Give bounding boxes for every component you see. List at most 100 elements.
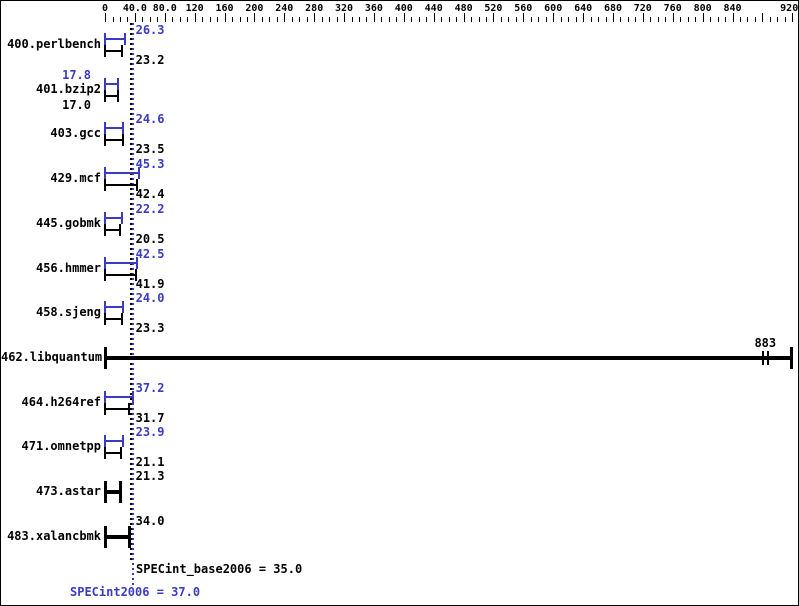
peak-bar-line bbox=[105, 261, 137, 264]
axis-minor-tick bbox=[246, 17, 248, 22]
axis-major-tick bbox=[373, 13, 375, 22]
axis-minor-tick bbox=[598, 17, 599, 22]
axis-minor-tick bbox=[336, 17, 338, 22]
value-label: 34.0 bbox=[135, 513, 165, 528]
peak-bar-line bbox=[105, 82, 119, 85]
axis-minor-tick bbox=[172, 17, 174, 22]
base-value-label: 42.4 bbox=[135, 187, 165, 202]
peak-bar-cap bbox=[120, 211, 123, 224]
bar-cap bbox=[118, 481, 122, 503]
axis-major-tick bbox=[194, 13, 196, 22]
axis-tick-label: 840 bbox=[723, 3, 742, 14]
peak-bar-line bbox=[105, 395, 133, 398]
bar-cap bbox=[104, 481, 107, 503]
bar-cap bbox=[790, 346, 794, 369]
axis-minor-tick bbox=[209, 17, 211, 22]
base-bar-cap bbox=[104, 268, 106, 281]
axis-major-tick bbox=[134, 13, 136, 22]
peak-bar-cap bbox=[104, 390, 106, 403]
axis-tick-label: 400 bbox=[394, 3, 413, 14]
axis-minor-tick bbox=[217, 17, 219, 22]
peak-bar-cap bbox=[104, 435, 106, 448]
axis-minor-tick bbox=[769, 17, 771, 22]
peak-bar-cap bbox=[104, 301, 106, 314]
peak-bar-cap bbox=[137, 167, 140, 180]
peak-bar-cap bbox=[104, 122, 106, 135]
base-value-label: 17.0 bbox=[62, 97, 91, 112]
base-value-label: 21.1 bbox=[135, 455, 165, 470]
axis-minor-tick bbox=[127, 17, 129, 22]
peak-bar-line bbox=[105, 127, 124, 130]
base-bar-cap bbox=[135, 268, 138, 281]
axis-minor-tick bbox=[530, 17, 532, 22]
axis-major-tick bbox=[433, 13, 435, 22]
axis-minor-tick bbox=[635, 17, 637, 22]
axis-minor-tick bbox=[299, 17, 301, 22]
base-bar-cap bbox=[104, 89, 106, 102]
axis-tick-label: 720 bbox=[633, 3, 652, 14]
base-bar-cap bbox=[104, 402, 106, 415]
peak-bar-cap bbox=[122, 122, 125, 135]
run-tick bbox=[766, 350, 769, 365]
base-bar-cap bbox=[116, 89, 119, 102]
peak-bar-cap bbox=[135, 256, 138, 269]
axis-major-tick bbox=[105, 13, 106, 22]
base-bar-line bbox=[105, 184, 137, 187]
axis-minor-tick bbox=[396, 17, 398, 22]
axis-tick-label: 640 bbox=[574, 3, 593, 14]
bar-cap bbox=[104, 525, 107, 548]
base-bar-cap bbox=[135, 179, 138, 192]
single-bar-line bbox=[105, 534, 131, 539]
axis-tick-label: 480 bbox=[454, 3, 473, 14]
axis-minor-tick bbox=[291, 17, 293, 22]
peak-bar-cap bbox=[104, 77, 106, 90]
base-bar-cap bbox=[121, 313, 124, 326]
axis-tick-label: 600 bbox=[544, 3, 563, 14]
axis-minor-tick bbox=[575, 17, 577, 22]
axis-tick-label: 120 bbox=[185, 3, 204, 14]
benchmark-label: 471.omnetpp bbox=[21, 439, 101, 454]
axis-major-tick bbox=[672, 13, 674, 22]
base-bar-line bbox=[105, 452, 121, 455]
axis-minor-tick bbox=[441, 17, 443, 22]
axis-minor-tick bbox=[456, 17, 458, 22]
axis-tick-label: 240 bbox=[275, 3, 294, 14]
base-reference-line bbox=[130, 23, 133, 562]
axis-minor-tick bbox=[366, 17, 368, 22]
axis-major-tick bbox=[493, 13, 495, 22]
axis-minor-tick bbox=[620, 17, 622, 22]
footer-peak-score: SPECint2006 = 37.0 bbox=[70, 585, 201, 599]
peak-value-label: 23.9 bbox=[135, 425, 165, 440]
axis-major-tick bbox=[463, 13, 465, 22]
base-bar-line bbox=[105, 228, 121, 231]
axis-tick-label: 680 bbox=[603, 3, 623, 14]
axis-minor-tick bbox=[725, 17, 726, 22]
bar-cap bbox=[128, 525, 132, 548]
axis-minor-tick bbox=[568, 17, 570, 22]
axis-minor-tick bbox=[381, 17, 383, 22]
axis-tick-label: 320 bbox=[334, 3, 354, 14]
base-value-label: 31.7 bbox=[135, 410, 165, 425]
axis-minor-tick bbox=[747, 17, 749, 22]
benchmark-label: 462.libquantum bbox=[1, 349, 103, 364]
axis-minor-tick bbox=[590, 17, 592, 22]
axis-minor-tick bbox=[680, 17, 682, 22]
axis-tick-label: 920 bbox=[780, 3, 799, 14]
base-bar-line bbox=[105, 139, 123, 142]
peak-value-label: 17.8 bbox=[62, 67, 91, 82]
peak-bar-cap bbox=[121, 301, 124, 314]
base-bar-line bbox=[105, 407, 129, 410]
axis-minor-tick bbox=[112, 17, 114, 22]
axis-tick-label: 520 bbox=[484, 3, 503, 14]
benchmark-label: 429.mcf bbox=[50, 171, 101, 186]
axis-minor-tick bbox=[426, 17, 428, 22]
peak-bar-cap bbox=[104, 167, 106, 180]
axis-major-tick bbox=[762, 13, 764, 22]
axis-major-tick bbox=[642, 13, 644, 22]
axis-minor-tick bbox=[627, 17, 629, 22]
axis-tick-label: 440 bbox=[424, 3, 443, 14]
peak-value-label: 24.6 bbox=[135, 112, 165, 127]
axis-major-tick bbox=[224, 13, 226, 22]
run-tick bbox=[762, 350, 765, 365]
axis-minor-tick bbox=[560, 17, 562, 22]
